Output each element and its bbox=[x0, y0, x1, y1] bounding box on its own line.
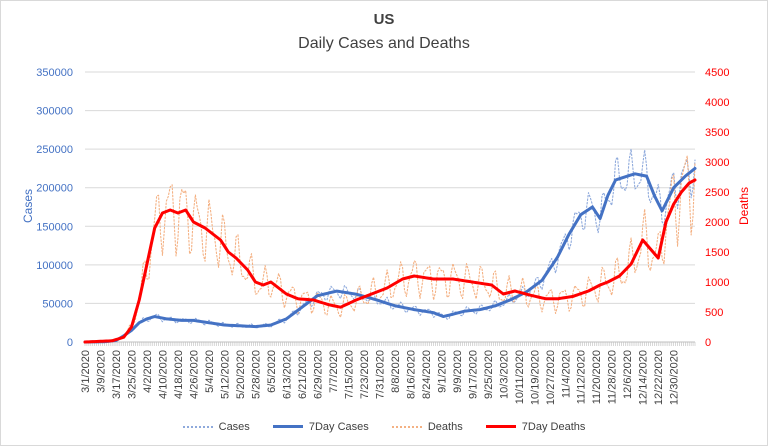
y-left-tick-label: 150000 bbox=[36, 221, 73, 233]
chart-title: US bbox=[373, 11, 395, 28]
legend-swatch-deaths bbox=[391, 426, 422, 428]
x-tick-label: 4/18/2020 bbox=[173, 350, 185, 399]
y-axis-right-title: Deaths bbox=[737, 187, 751, 225]
x-tick-label: 10/3/2020 bbox=[498, 350, 510, 399]
y-left-tick-label: 350000 bbox=[36, 67, 73, 79]
x-tick-label: 10/11/2020 bbox=[514, 350, 526, 404]
series-7day-cases bbox=[83, 166, 697, 344]
legend: Cases 7Day Cases Deaths 7Day Deaths bbox=[1, 419, 767, 433]
chart-subtitle: Daily Cases and Deaths bbox=[298, 35, 470, 52]
legend-label-7day-deaths: 7Day Deaths bbox=[521, 420, 586, 433]
y-left-tick-label: 50000 bbox=[42, 298, 73, 310]
x-tick-label: 11/4/2020 bbox=[560, 350, 572, 398]
legend-item-7day-deaths: 7Day Deaths bbox=[485, 420, 586, 433]
y-axis-left-title: Cases bbox=[21, 189, 35, 223]
legend-item-cases: Cases bbox=[182, 421, 250, 433]
x-tick-label: 5/12/2020 bbox=[219, 350, 231, 399]
x-tick-label: 8/8/2020 bbox=[390, 350, 402, 393]
y-right-tick-label: 1500 bbox=[705, 247, 729, 259]
x-tick-label: 7/23/2020 bbox=[359, 350, 371, 399]
x-tick-label: 5/4/2020 bbox=[204, 350, 216, 393]
x-tick-label: 12/30/2020 bbox=[669, 350, 681, 405]
y-right-tick-label: 1000 bbox=[705, 277, 729, 289]
legend-swatch-cases bbox=[182, 426, 213, 428]
x-tick-label: 9/1/2020 bbox=[436, 350, 448, 393]
y-right-tick-label: 0 bbox=[705, 337, 711, 349]
x-tick-label: 4/2/2020 bbox=[142, 350, 154, 393]
x-tick-label: 4/26/2020 bbox=[188, 350, 200, 399]
x-tick-label: 9/17/2020 bbox=[467, 350, 479, 399]
y-axis-right-ticks: 0 500 1000 1500 2000 2500 3000 3500 4000 4500 bbox=[705, 67, 729, 349]
y-right-tick-label: 3000 bbox=[705, 157, 729, 169]
series-cases bbox=[84, 148, 696, 343]
legend-label-7day-cases: 7Day Cases bbox=[308, 420, 369, 433]
y-left-tick-label: 250000 bbox=[36, 144, 73, 156]
legend-label-cases: Cases bbox=[218, 421, 250, 433]
x-tick-label: 7/7/2020 bbox=[328, 350, 340, 393]
x-tick-label: 10/27/2020 bbox=[545, 350, 557, 405]
x-tick-label: 9/25/2020 bbox=[483, 350, 495, 399]
legend-item-7day-cases: 7Day Cases bbox=[272, 420, 369, 433]
x-tick-label: 5/20/2020 bbox=[235, 350, 247, 399]
x-tick-label: 12/6/2020 bbox=[622, 350, 634, 399]
x-tick-label: 3/9/2020 bbox=[95, 350, 107, 393]
y-axis-left-ticks: 0 50000 100000 150000 200000 250000 300000 3500… bbox=[36, 67, 73, 349]
series-7day-deaths bbox=[83, 178, 697, 344]
series-layer bbox=[83, 148, 697, 344]
legend-label-deaths: Deaths bbox=[427, 421, 463, 433]
x-tick-label: 9/9/2020 bbox=[452, 350, 464, 393]
x-tick-label: 6/21/2020 bbox=[297, 350, 309, 399]
y-right-tick-label: 2500 bbox=[705, 187, 729, 199]
x-tick-label: 10/19/2020 bbox=[529, 350, 541, 405]
legend-item-deaths: Deaths bbox=[391, 421, 463, 433]
y-right-tick-label: 500 bbox=[705, 307, 723, 319]
x-tick-label: 3/25/2020 bbox=[126, 350, 138, 399]
x-tick-label: 11/12/2020 bbox=[576, 350, 588, 404]
x-axis-ticks: 3/1/2020 3/9/2020 3/17/2020 3/25/2020 4/2/20… bbox=[80, 341, 696, 405]
x-tick-label: 6/29/2020 bbox=[312, 350, 324, 399]
y-left-tick-label: 0 bbox=[67, 337, 73, 349]
x-tick-label: 6/5/2020 bbox=[266, 350, 278, 393]
x-tick-label: 12/14/2020 bbox=[638, 350, 650, 405]
x-tick-label: 11/28/2020 bbox=[607, 350, 619, 404]
y-right-tick-label: 4500 bbox=[705, 67, 729, 79]
y-left-tick-label: 200000 bbox=[36, 183, 73, 195]
x-tick-label: 4/10/2020 bbox=[157, 350, 169, 399]
x-tick-label: 3/1/2020 bbox=[80, 350, 92, 393]
x-tick-label: 11/20/2020 bbox=[591, 350, 603, 404]
x-tick-label: 5/28/2020 bbox=[250, 350, 262, 399]
x-tick-label: 6/13/2020 bbox=[281, 350, 293, 399]
y-right-tick-label: 4000 bbox=[705, 97, 729, 109]
y-left-tick-label: 300000 bbox=[36, 106, 73, 118]
x-tick-label: 8/16/2020 bbox=[405, 350, 417, 399]
y-left-tick-label: 100000 bbox=[36, 260, 73, 272]
y-right-tick-label: 2000 bbox=[705, 217, 729, 229]
legend-swatch-7day-deaths bbox=[485, 425, 516, 428]
legend-swatch-7day-cases bbox=[272, 425, 303, 428]
series-deaths bbox=[84, 155, 696, 343]
x-tick-label: 3/17/2020 bbox=[111, 350, 123, 399]
x-tick-label: 12/22/2020 bbox=[653, 350, 665, 405]
x-tick-label: 7/15/2020 bbox=[343, 350, 355, 399]
y-right-tick-label: 3500 bbox=[705, 127, 729, 139]
x-tick-label: 7/31/2020 bbox=[374, 350, 386, 399]
x-tick-label: 8/24/2020 bbox=[421, 350, 433, 399]
